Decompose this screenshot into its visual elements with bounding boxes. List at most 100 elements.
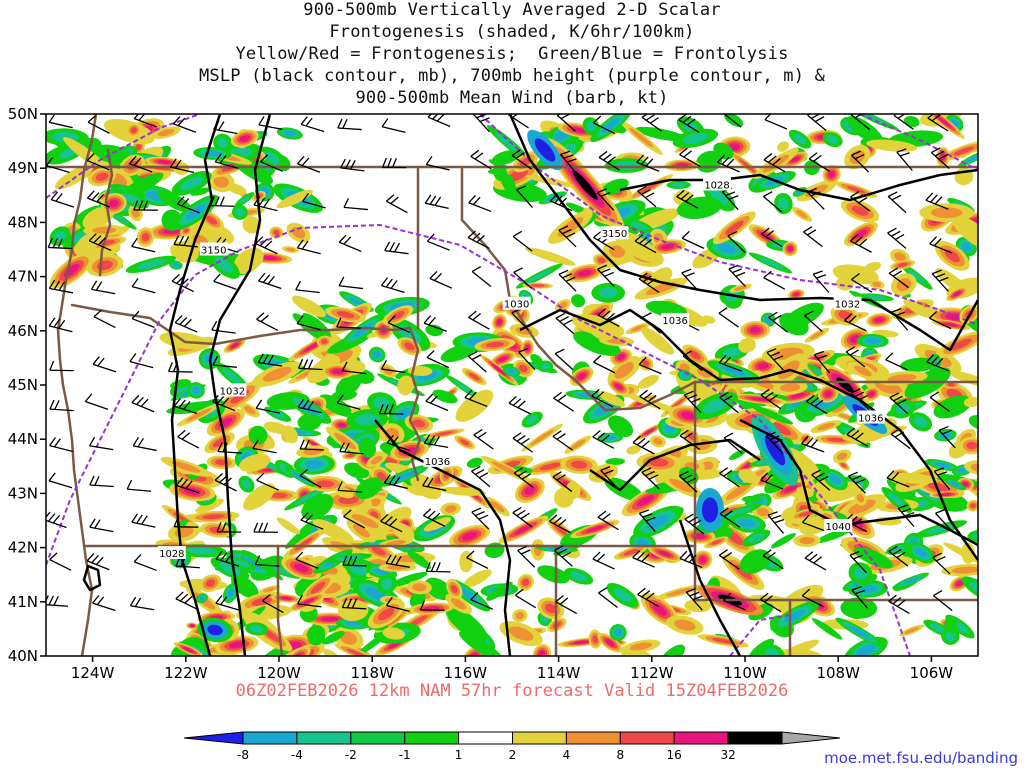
shading-patch: [183, 228, 189, 233]
height-label-bg: [600, 226, 629, 240]
wind-barb: [717, 154, 740, 173]
shading-patch: [307, 624, 326, 646]
wind-barb: [808, 152, 830, 172]
shading-patch: [826, 437, 847, 442]
shading-patch: [460, 588, 479, 603]
wind-barb: [850, 191, 871, 212]
mslp-label-bg: [703, 177, 732, 191]
shading-patch: [450, 598, 467, 610]
mslp-label-bg: [833, 296, 862, 310]
wind-barb: [512, 506, 533, 528]
shading-patch: [371, 546, 386, 556]
wind-barb: [598, 150, 620, 171]
shading-patch: [355, 413, 380, 426]
shading-patch: [432, 389, 458, 404]
shading-patch: [97, 240, 116, 246]
wind-barb: [765, 431, 784, 454]
shading-patch: [507, 369, 516, 374]
shading-patch: [498, 356, 508, 362]
shading-patch: [348, 297, 364, 307]
wind-barb: [471, 465, 491, 488]
lat-tick-label: 46N: [8, 322, 38, 340]
wind-barb: [553, 545, 573, 567]
shading-patch: [572, 170, 598, 200]
wind-barb: [632, 550, 655, 568]
wind-barb: [844, 313, 867, 332]
shading-patch: [636, 495, 654, 507]
shading-patch: [157, 129, 175, 137]
shading-patch: [935, 114, 952, 128]
height-contour-3120: [479, 114, 978, 326]
shading-patch: [460, 439, 470, 446]
wind-barb: [429, 270, 453, 289]
credit-url[interactable]: moe.met.fsu.edu/banding: [824, 749, 1018, 767]
wind-barb: [46, 511, 67, 529]
mslp-label: 1036: [858, 414, 883, 425]
shading-patch: [190, 187, 212, 196]
ca-nv-border: [276, 544, 284, 656]
shading-patch: [824, 390, 832, 397]
shading-patch: [440, 486, 486, 496]
shading-patch: [434, 431, 454, 436]
shading-patch: [682, 132, 709, 144]
mslp-label-bg: [157, 546, 186, 560]
title-line-5: 900-500mb Mean Wind (barb, kt): [355, 88, 669, 108]
wind-barb: [508, 395, 531, 415]
shading-patch: [545, 603, 557, 614]
mslp-label-bg: [502, 296, 531, 310]
wind-barb: [173, 398, 198, 415]
lon-tick-label: 124W: [71, 664, 115, 682]
shading-patch: [953, 291, 961, 297]
shading-patch: [218, 562, 242, 576]
shading-patch: [972, 532, 978, 541]
wind-barb: [555, 312, 575, 335]
mslp-contour-1032-west: [208, 114, 272, 656]
title-line-4: MSLP (black contour, mb), 700mb height (…: [198, 66, 826, 86]
wind-barb: [807, 187, 825, 210]
wind-barb: [258, 272, 282, 290]
shading-patch: [378, 607, 395, 621]
shading-patch: [352, 523, 370, 538]
wind-barb: [512, 230, 533, 252]
colorbar-swatch: [565, 731, 621, 745]
shading-patch: [540, 363, 550, 370]
shading-patch: [629, 642, 653, 651]
shading-patch: [455, 389, 494, 422]
shading-patch: [964, 460, 978, 476]
shading-patch: [235, 207, 245, 217]
wind-barb: [803, 226, 823, 248]
shading-patch: [180, 176, 204, 191]
shading-patch: [725, 220, 744, 235]
wind-barb: [636, 154, 660, 172]
wind-barb: [217, 442, 242, 454]
wind-barb: [212, 355, 237, 368]
shading-patch: [530, 354, 543, 366]
shading-patch: [263, 587, 276, 593]
shading-patch: [617, 353, 626, 361]
shading-patch: [798, 511, 814, 517]
shading-patch: [780, 383, 801, 392]
shading-patch: [423, 517, 451, 532]
wind-barb: [302, 192, 326, 209]
wind-barb: [511, 149, 533, 170]
wind-barb: [216, 522, 242, 533]
shading-patch: [826, 135, 839, 144]
shading-patch: [968, 415, 978, 430]
shading-patch: [799, 536, 815, 545]
shading-patch: [303, 341, 322, 352]
wind-barb: [133, 554, 157, 572]
shading-patch: [939, 493, 953, 497]
shading-patch: [335, 571, 351, 586]
wind-barb: [426, 350, 450, 369]
shading-patch: [284, 523, 316, 549]
colorbar-label: -1: [399, 748, 411, 762]
shading-patch: [573, 640, 591, 645]
wind-barb: [422, 477, 447, 492]
wind-barb: [425, 393, 449, 412]
shading-patch: [665, 587, 694, 597]
shading-patch: [717, 243, 736, 254]
wind-barb: [340, 158, 365, 172]
wind-barb: [380, 360, 406, 374]
shading-patch: [462, 532, 478, 541]
wind-barb: [256, 472, 279, 491]
